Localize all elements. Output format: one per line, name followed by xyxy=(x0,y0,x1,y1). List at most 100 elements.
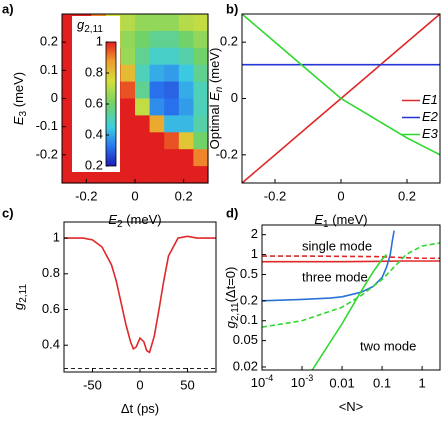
heatmap-cell xyxy=(149,81,165,100)
heatmap-cell xyxy=(193,98,209,116)
heatmap-cell xyxy=(178,64,194,83)
x-tick-label: 0 xyxy=(337,188,344,203)
y-tick-label: 0 xyxy=(51,90,58,105)
x-axis-label: Δt (ps) xyxy=(121,401,159,416)
label-part: (Δt=0) xyxy=(223,267,238,303)
y-tick-label: 0.05 xyxy=(233,332,258,347)
heatmap-cell xyxy=(149,149,165,167)
heatmap-cell xyxy=(149,30,165,49)
series-label: three mode xyxy=(302,269,368,284)
x-tick-label: 0 xyxy=(131,188,138,203)
heatmap-cell xyxy=(164,81,180,100)
y-tick-label: 0.2 xyxy=(220,34,238,49)
y-tick-label: -0.1 xyxy=(36,118,58,133)
x-tick-label: 10-3 xyxy=(291,373,313,390)
heatmap-cell xyxy=(178,30,194,49)
label-part: 2 xyxy=(117,219,123,230)
label-part: g xyxy=(77,17,85,32)
heatmap-cell xyxy=(164,149,180,167)
y-tick-label: 0.1 xyxy=(240,312,258,327)
tick-base: 10 xyxy=(291,375,305,390)
series-label: two mode xyxy=(360,338,416,353)
x-tick-label: -50 xyxy=(83,377,102,392)
x-axis-label: E1 (meV) xyxy=(314,212,367,229)
series-label: single mode xyxy=(302,238,372,253)
heatmap-cell xyxy=(193,166,209,184)
label-part: 2,11 xyxy=(230,302,241,321)
series-line xyxy=(262,260,440,263)
y-tick-label: -0.2 xyxy=(36,146,58,161)
legend-label: E3 xyxy=(422,126,439,141)
y-tick-label: 1 xyxy=(53,230,60,245)
x-tick-label: 50 xyxy=(180,377,194,392)
label-part: (meV) xyxy=(329,212,368,227)
heatmap-cell xyxy=(193,115,209,133)
heatmap-cell xyxy=(178,14,194,32)
y-tick-label: 0.8 xyxy=(42,265,60,280)
colorbar-tick-label: 0.6 xyxy=(85,95,103,110)
legend-label: E2 xyxy=(422,109,439,124)
heatmap-cell xyxy=(120,47,136,66)
label-part: 2,11 xyxy=(84,24,103,35)
heatmap-cell xyxy=(135,166,151,184)
label-part: E xyxy=(207,92,222,101)
heatmap-cell xyxy=(149,64,165,83)
label-part: Δt (ps) xyxy=(121,401,159,416)
y-axis-label: g2,11 xyxy=(11,284,28,310)
heatmap-cell xyxy=(164,14,180,32)
heatmap-cell xyxy=(193,64,209,83)
y-tick-label: 2 xyxy=(251,226,258,241)
colorbar-tick-label: 0.2 xyxy=(85,157,103,172)
y-tick-label: 0.6 xyxy=(42,301,60,316)
heatmap-cell xyxy=(135,30,151,49)
y-axis-label: g2,11(Δt=0) xyxy=(223,267,240,329)
x-tick-label: 0.2 xyxy=(175,188,193,203)
series-line xyxy=(241,13,441,156)
heatmap-cell xyxy=(135,98,151,116)
y-tick-label: -0.2 xyxy=(216,146,238,161)
x-tick-label: 0.01 xyxy=(329,375,354,390)
label-part: Optimal xyxy=(207,101,222,149)
x-tick-label: 10-4 xyxy=(251,373,273,390)
colorbar-tick-label: 0.8 xyxy=(85,64,103,79)
y-tick-label: 0.5 xyxy=(240,266,258,281)
heatmap-cell xyxy=(164,166,180,184)
heatmap-cell xyxy=(164,115,180,133)
heatmap-cell xyxy=(120,98,136,116)
label-part: (meV) xyxy=(11,72,26,111)
label-part: 3 xyxy=(18,110,29,116)
series-line xyxy=(262,255,440,260)
heatmap-cell xyxy=(149,47,165,66)
heatmap-cell xyxy=(193,81,209,100)
x-tick-label: 0.2 xyxy=(398,188,416,203)
heatmap-cell xyxy=(149,98,165,116)
heatmap-cell xyxy=(120,115,136,133)
plot-frame xyxy=(261,224,441,371)
label-part: g xyxy=(11,302,26,310)
heatmap-cell xyxy=(178,81,194,100)
label-part: E xyxy=(11,116,26,125)
label-part: (meV) xyxy=(123,212,162,227)
label-part: E xyxy=(314,212,323,227)
heatmap-cell xyxy=(135,132,151,150)
heatmap-cell xyxy=(149,14,165,32)
tick-power: -4 xyxy=(265,373,273,383)
label-part: (meV) xyxy=(207,48,222,87)
heatmap-cell xyxy=(135,149,151,167)
heatmap-cell xyxy=(178,47,194,66)
heatmap-cell xyxy=(164,30,180,49)
heatmap-cell xyxy=(193,30,209,49)
heatmap-cell xyxy=(135,81,151,100)
heatmap-cell xyxy=(149,166,165,184)
heatmap-cell xyxy=(120,81,136,100)
y-tick-label: 0.02 xyxy=(233,358,258,373)
heatmap-cell xyxy=(120,30,136,49)
colorbar-tick-label: 0.4 xyxy=(85,126,103,141)
label-part: g xyxy=(223,320,238,328)
heatmap-cell xyxy=(135,64,151,83)
x-tick-label: 1 xyxy=(418,375,425,390)
y-axis-label: Optimal En (meV) xyxy=(207,48,224,150)
panel-label: b) xyxy=(226,1,238,16)
series-line xyxy=(64,235,216,354)
x-tick-label: -0.2 xyxy=(75,188,97,203)
